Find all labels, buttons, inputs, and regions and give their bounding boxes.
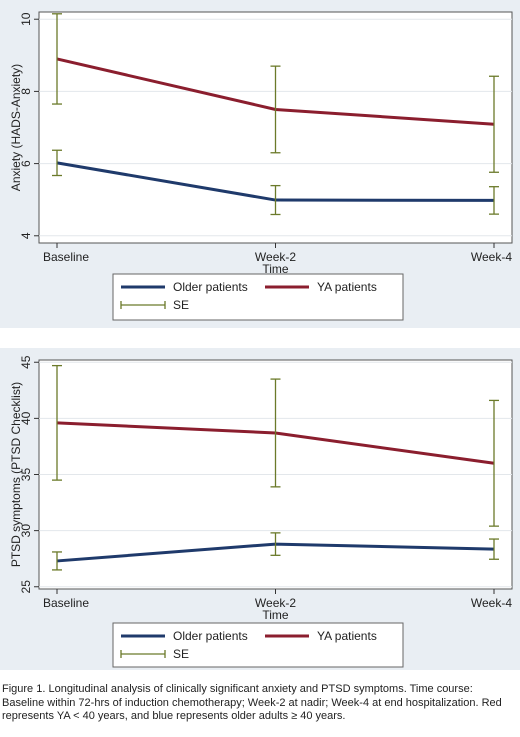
- ptsd-chart-panel: 25 30 35 40 45 PTSD symptoms (PTSD Checklist)…: [0, 348, 520, 670]
- figure-caption: Figure 1. Longitudinal analysis of clini…: [2, 683, 502, 722]
- anxiety-chart: 4 6 8 10 Anxiety (HADS-Anxiety) Baseline Week-…: [9, 11, 513, 321]
- y-tick-label: 45: [19, 355, 33, 369]
- y-tick-label: 40: [19, 411, 33, 425]
- ptsd-chart: 25 30 35 40 45 PTSD symptoms (PTSD Checklist)…: [9, 355, 513, 668]
- y-tick-label: 30: [19, 524, 33, 538]
- x-tick-label: Week-4: [471, 596, 512, 610]
- anxiety-chart-panel: 4 6 8 10 Anxiety (HADS-Anxiety) Baseline Week-…: [0, 0, 520, 328]
- y-tick-label: 8: [19, 88, 33, 95]
- x-axis-label: Time: [262, 262, 289, 276]
- x-tick-label: Week-2: [255, 250, 296, 264]
- x-axis-label: Time: [262, 608, 289, 622]
- y-tick-label: 4: [19, 232, 33, 239]
- x-tick-label: Week-4: [471, 250, 512, 264]
- y-axis-label: PTSD symptoms (PTSD Checklist): [9, 382, 23, 567]
- y-tick-label: 25: [19, 580, 33, 594]
- y-axis-label: Anxiety (HADS-Anxiety): [9, 64, 23, 191]
- legend-box: [112, 273, 404, 321]
- y-tick-label: 6: [19, 160, 33, 167]
- y-tick-label: 10: [19, 12, 33, 26]
- legend-label-1: YA patients: [317, 629, 377, 643]
- x-tick-label: Baseline: [43, 596, 89, 610]
- x-tick-label: Baseline: [43, 250, 89, 264]
- legend-label-0: Older patients: [173, 280, 248, 294]
- legend-label-0: Older patients: [173, 629, 248, 643]
- legend-label-se: SE: [173, 647, 189, 661]
- legend-label-1: YA patients: [317, 280, 377, 294]
- y-tick-label: 35: [19, 468, 33, 482]
- legend-box: [112, 622, 404, 668]
- x-tick-label: Week-2: [255, 596, 296, 610]
- legend-label-se: SE: [173, 298, 189, 312]
